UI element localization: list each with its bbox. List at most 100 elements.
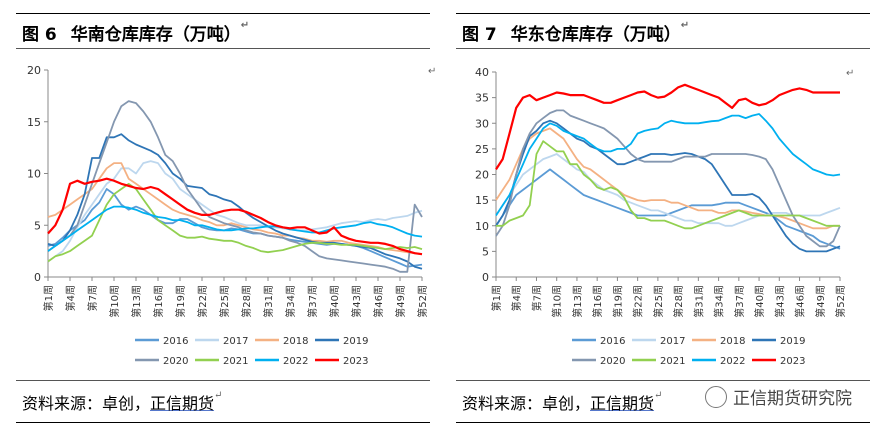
legend-entry-2020: 2020 [572,356,625,367]
legend-label: 2020 [163,356,188,367]
source-prefix: 资料来源：卓创， [462,394,591,413]
legend-label: 2017 [660,336,685,347]
x-tick-label: 第10周 [108,285,121,318]
series-line-2018 [495,127,840,230]
x-tick-label: 第13周 [130,285,143,318]
bottom-rule [16,422,430,423]
line-chart-south-china: 0 5 10 15 20 第1周 第4周 第7周 第10周 第13周 第16周 第19周 第22周 第25… [27,64,436,367]
legend-entry-2019: 2019 [315,336,368,347]
source-note: 资料来源：卓创，正信期货 ↵ [462,390,663,413]
x-tick-label: 第46周 [794,285,807,318]
source-rule [456,380,870,381]
x-tick-label: 第52周 [416,285,429,318]
x-tick-label: 第13周 [571,285,584,318]
y-tick-label: 10 [475,220,489,233]
x-tick-label: 第4周 [510,285,523,311]
legend-entry-2016: 2016 [135,336,188,347]
watermark: 正信期货研究院 [705,384,852,409]
bottom-rule [456,422,870,423]
y-tick-label: 15 [475,194,489,207]
y-tick-label: 0 [34,271,41,284]
y-tick-label: 20 [27,64,41,77]
wechat-logo-icon [705,386,727,408]
x-tick-label: 第46周 [372,285,385,318]
legend-label: 2021 [660,356,685,367]
legend-entry-2023: 2023 [752,356,805,367]
y-tick-label: 5 [482,245,489,258]
x-tick-label: 第22周 [632,285,645,318]
series-line-2019 [495,119,841,253]
line-chart-east-china: 0 5 10 15 20 25 30 35 40 第1周 第4周 第7周 第10周 第13周 第16周 第19… [475,66,854,367]
legend-entry-2022: 2022 [255,356,308,367]
legend-entry-2017: 2017 [195,336,248,347]
y-tick-label: 5 [34,219,41,232]
figure-title: 图 6 华南仓库库存（万吨） ↵ [22,20,250,45]
legend-label: 2017 [223,336,248,347]
series-line-2016 [495,168,841,250]
legend-label: 2018 [283,336,308,347]
legend-entry-2019: 2019 [752,336,805,347]
chart-panel-east-china: 图 7 华东仓库库存（万吨） ↵ 0 5 10 15 20 25 30 35 40 第1周 第4周 第7周… [440,0,880,435]
title-rule [16,48,430,49]
y-tick-label: 15 [27,116,41,129]
y-tick-label: 30 [475,117,489,130]
series-line-2021 [496,140,840,230]
y-tick-label: 0 [482,271,489,284]
x-tick-label: 第43周 [773,285,786,318]
legend-entry-2016: 2016 [572,336,625,347]
figure-number: 图 6 [22,25,57,45]
figure-title-text: 华南仓库库存（万吨） [70,25,241,45]
series-line-2019 [47,133,423,270]
series-line-2020 [495,109,841,248]
x-tick-label: 第7周 [530,285,543,311]
x-tick-label: 第4周 [64,285,77,311]
legend-label: 2019 [343,336,368,347]
legend-label: 2016 [163,336,188,347]
figure-title-text: 华东仓库库存（万吨） [510,25,681,45]
series-line-2017 [495,153,841,227]
legend-entry-2018: 2018 [692,336,745,347]
source-prefix: 资料来源：卓创， [22,394,151,413]
y-tick-label: 25 [475,143,489,156]
paragraph-mark: ↵ [846,68,854,79]
x-tick-label: 第19周 [174,285,187,318]
x-tick-label: 第49周 [814,285,827,318]
source-note: 资料来源：卓创，正信期货 ↵ [22,390,223,413]
series-line-2022 [495,113,841,216]
y-tick-label: 40 [475,66,489,79]
x-tick-label: 第1周 [490,285,503,311]
x-tick-label: 第49周 [394,285,407,318]
x-tick-label: 第28周 [672,285,685,318]
figure-number: 图 7 [462,25,497,45]
legend-label: 2020 [600,356,625,367]
legend-label: 2022 [283,356,308,367]
legend-label: 2016 [600,336,625,347]
x-tick-label: 第25周 [218,285,231,318]
top-rule [456,13,870,14]
x-tick-label: 第52周 [834,285,847,318]
y-tick-label: 35 [475,92,489,105]
x-tick-label: 第37周 [733,285,746,318]
x-tick-label: 第10周 [551,285,564,318]
legend-label: 2018 [720,336,745,347]
series-line-2017 [47,160,423,263]
series-line-2018 [47,162,423,256]
legend-label: 2021 [223,356,248,367]
legend-entry-2021: 2021 [195,356,248,367]
x-tick-label: 第16周 [152,285,165,318]
legend-entry-2018: 2018 [255,336,308,347]
y-tick-label: 20 [475,169,489,182]
legend-label: 2023 [780,356,805,367]
title-rule [456,48,870,49]
x-tick-label: 第28周 [240,285,253,318]
x-tick-label: 第1周 [42,285,55,311]
series-line-2023 [47,177,423,256]
series-line-2023 [495,83,840,170]
source-rule [16,380,430,381]
legend-entry-2021: 2021 [632,356,685,367]
series-line-2020 [47,100,423,273]
x-tick-label: 第34周 [713,285,726,318]
top-rule [16,13,430,14]
x-tick-label: 第40周 [328,285,341,318]
x-tick-label: 第40周 [753,285,766,318]
